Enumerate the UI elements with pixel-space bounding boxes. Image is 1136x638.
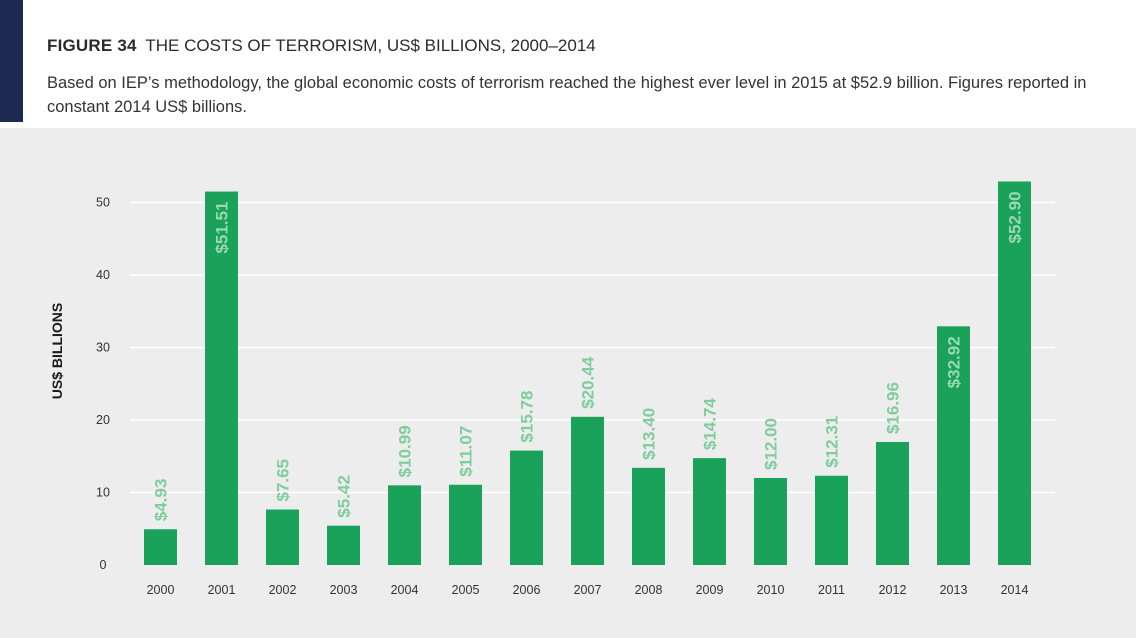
bar — [266, 509, 299, 565]
bar — [937, 326, 970, 565]
data-label: $51.51 — [213, 202, 232, 254]
bar — [205, 191, 238, 566]
bar — [144, 529, 177, 565]
data-label: $4.93 — [152, 479, 171, 522]
x-tick-label: 2002 — [269, 583, 297, 597]
bar — [388, 485, 421, 565]
y-axis-label: US$ BILLIONS — [49, 303, 65, 399]
data-label: $13.40 — [640, 408, 659, 460]
x-tick-label: 2008 — [635, 583, 663, 597]
x-tick-label: 2005 — [452, 583, 480, 597]
data-label: $12.31 — [823, 416, 842, 468]
figure-header: FIGURE 34 THE COSTS OF TERRORISM, US$ BI… — [0, 0, 1136, 128]
x-tick-label: 2012 — [879, 583, 907, 597]
bar — [327, 525, 360, 565]
bar — [510, 450, 543, 565]
data-label: $15.78 — [518, 391, 537, 443]
figure-subtitle: Based on IEP’s methodology, the global e… — [47, 74, 1087, 116]
figure-number: FIGURE 34 — [47, 36, 137, 55]
figure-title-line: FIGURE 34 THE COSTS OF TERRORISM, US$ BI… — [47, 36, 596, 56]
x-tick-label: 2009 — [696, 583, 724, 597]
data-label: $16.96 — [884, 382, 903, 434]
y-tick-label: 20 — [96, 413, 110, 427]
bar — [815, 475, 848, 565]
x-tick-label: 2011 — [818, 583, 845, 597]
label-layer: $4.93 $51.51 $7.65 $5.42 $10.99 $11.07 $15.78 $… — [152, 191, 1025, 521]
bar — [754, 478, 787, 565]
bar — [998, 181, 1031, 565]
data-label: $5.42 — [335, 475, 354, 518]
y-tick-label: 50 — [96, 196, 110, 210]
x-tick-label: 2000 — [147, 583, 175, 597]
x-tick-label: 2006 — [513, 583, 541, 597]
accent-bar — [0, 0, 23, 122]
bar — [449, 484, 482, 565]
bar — [571, 416, 604, 565]
x-tick-label: 2007 — [574, 583, 602, 597]
x-tick-label: 2013 — [940, 583, 968, 597]
x-tick-label: 2003 — [330, 583, 358, 597]
data-label: $10.99 — [396, 425, 415, 477]
data-label: $52.90 — [1006, 191, 1025, 243]
bar — [876, 442, 909, 565]
data-label: $32.92 — [945, 336, 964, 388]
data-label: $14.74 — [701, 398, 720, 451]
axis-layer: 0 10 20 30 40 50 2000 2001 2002 2003 2004 2005 2006 2… — [96, 196, 1028, 598]
y-tick-label: 30 — [96, 341, 110, 355]
y-tick-label: 40 — [96, 268, 110, 282]
bar — [693, 458, 726, 565]
bar-layer — [144, 181, 1031, 566]
x-tick-label: 2004 — [391, 583, 419, 597]
x-tick-label: 2010 — [757, 583, 785, 597]
y-tick-label: 0 — [100, 558, 107, 572]
x-tick-label: 2014 — [1001, 583, 1029, 597]
data-label: $20.44 — [579, 356, 598, 409]
bar — [632, 467, 665, 565]
x-tick-label: 2001 — [208, 583, 236, 597]
y-tick-label: 10 — [96, 486, 110, 500]
data-label: $7.65 — [274, 459, 293, 502]
figure-title: THE COSTS OF TERRORISM, US$ BILLIONS, 20… — [145, 36, 596, 55]
data-label: $11.07 — [457, 426, 476, 477]
data-label: $12.00 — [762, 418, 781, 470]
